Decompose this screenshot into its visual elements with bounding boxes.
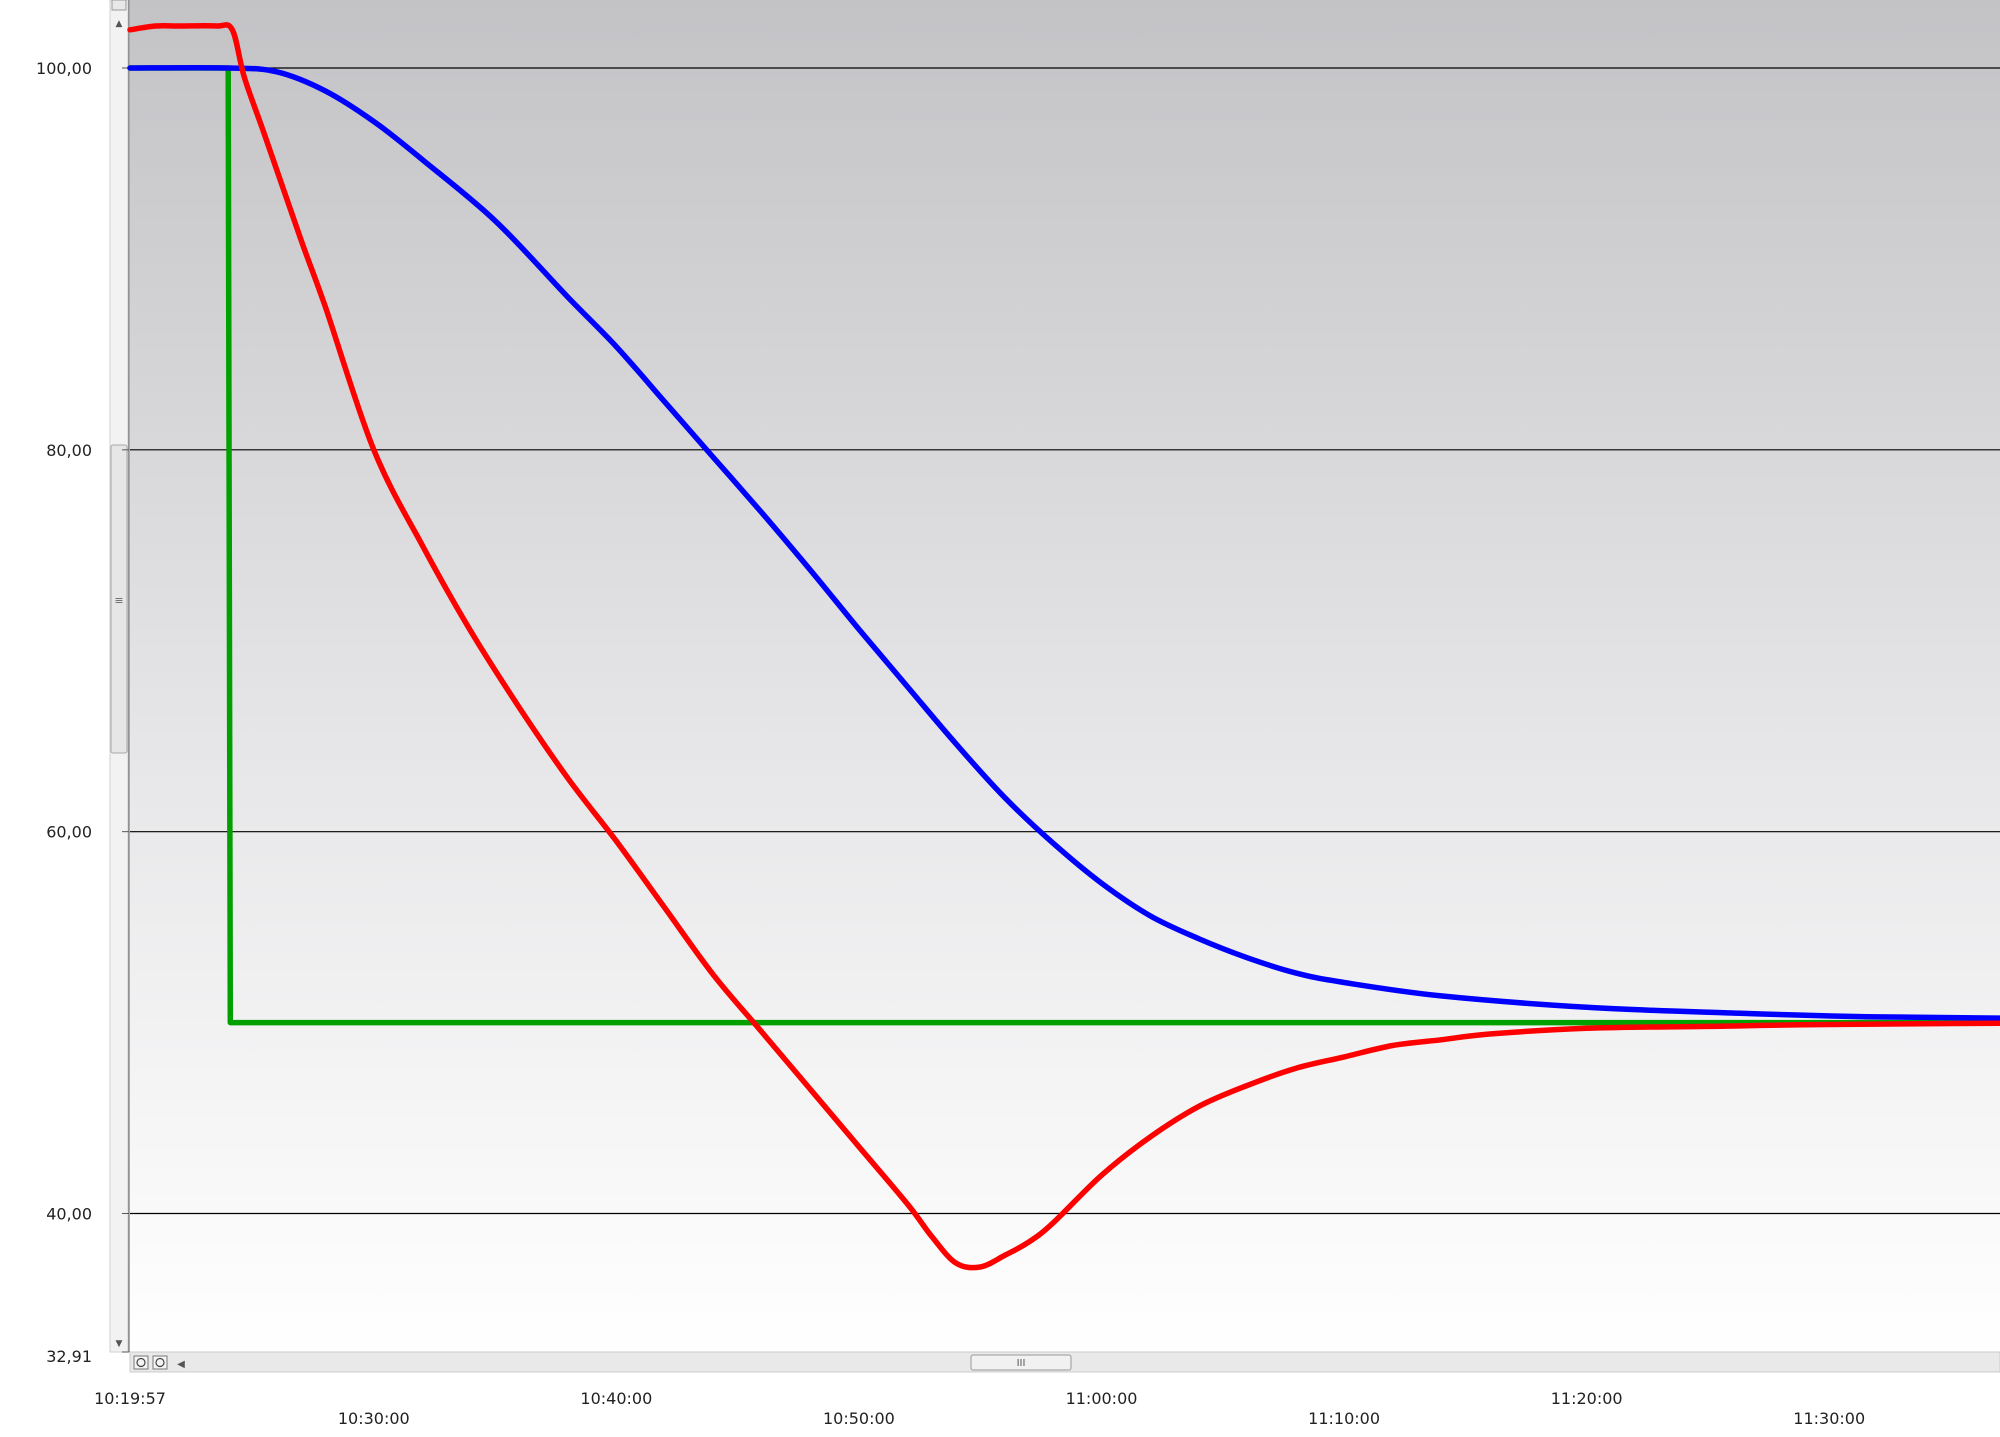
vertical-scrollbar-top-button[interactable] (111, 0, 127, 11)
vertical-scrollbar[interactable]: ▲ ≡ ▼ (109, 0, 129, 1353)
plot-area (130, 0, 2000, 1352)
y-tick-label: 60,00 (46, 823, 92, 842)
y-tick-label: 40,00 (46, 1205, 92, 1224)
x-tick-label: 10:19:57 (94, 1389, 166, 1408)
zoom-back-button[interactable] (152, 1355, 168, 1370)
y-axis: 100,00 80,00 60,00 40,00 32,91 (36, 0, 130, 1366)
x-tick-label: 11:20:00 (1551, 1389, 1623, 1408)
zoom-back-icon (155, 1357, 165, 1368)
scroll-left-arrow-icon[interactable]: ◀ (177, 1359, 185, 1370)
zoom-reset-button[interactable] (133, 1355, 149, 1370)
vertical-scroll-thumb-grip-icon: ≡ (114, 594, 123, 607)
x-tick-label: 10:30:00 (338, 1409, 410, 1428)
x-tick-label: 11:30:00 (1793, 1409, 1865, 1428)
x-tick-label: 11:10:00 (1308, 1409, 1380, 1428)
horizontal-scrollbar[interactable]: ◀ III (129, 1351, 2000, 1373)
y-tick-label: 100,00 (36, 59, 92, 78)
horizontal-scrollbar-thumb[interactable] (970, 1354, 1072, 1371)
vertical-scrollbar-thumb[interactable] (110, 444, 128, 754)
y-tick-label: 32,91 (46, 1347, 92, 1366)
x-tick-label: 10:40:00 (580, 1389, 652, 1408)
y-tick-label: 80,00 (46, 441, 92, 460)
scroll-down-arrow-icon[interactable]: ▼ (116, 1339, 123, 1349)
series-line-2 (127, 22, 2000, 1271)
series-line-1 (127, 64, 2000, 1021)
x-axis: 10:19:57 10:30:00 10:40:00 10:50:00 11:00:00… (94, 1389, 1865, 1428)
zoom-reset-icon (136, 1357, 146, 1368)
series-lines (127, 22, 2000, 1271)
horizontal-scroll-thumb-grip-icon: III (1017, 1358, 1026, 1369)
x-tick-label: 11:00:00 (1066, 1389, 1138, 1408)
scroll-up-arrow-icon[interactable]: ▲ (116, 19, 123, 29)
x-tick-label: 10:50:00 (823, 1409, 895, 1428)
